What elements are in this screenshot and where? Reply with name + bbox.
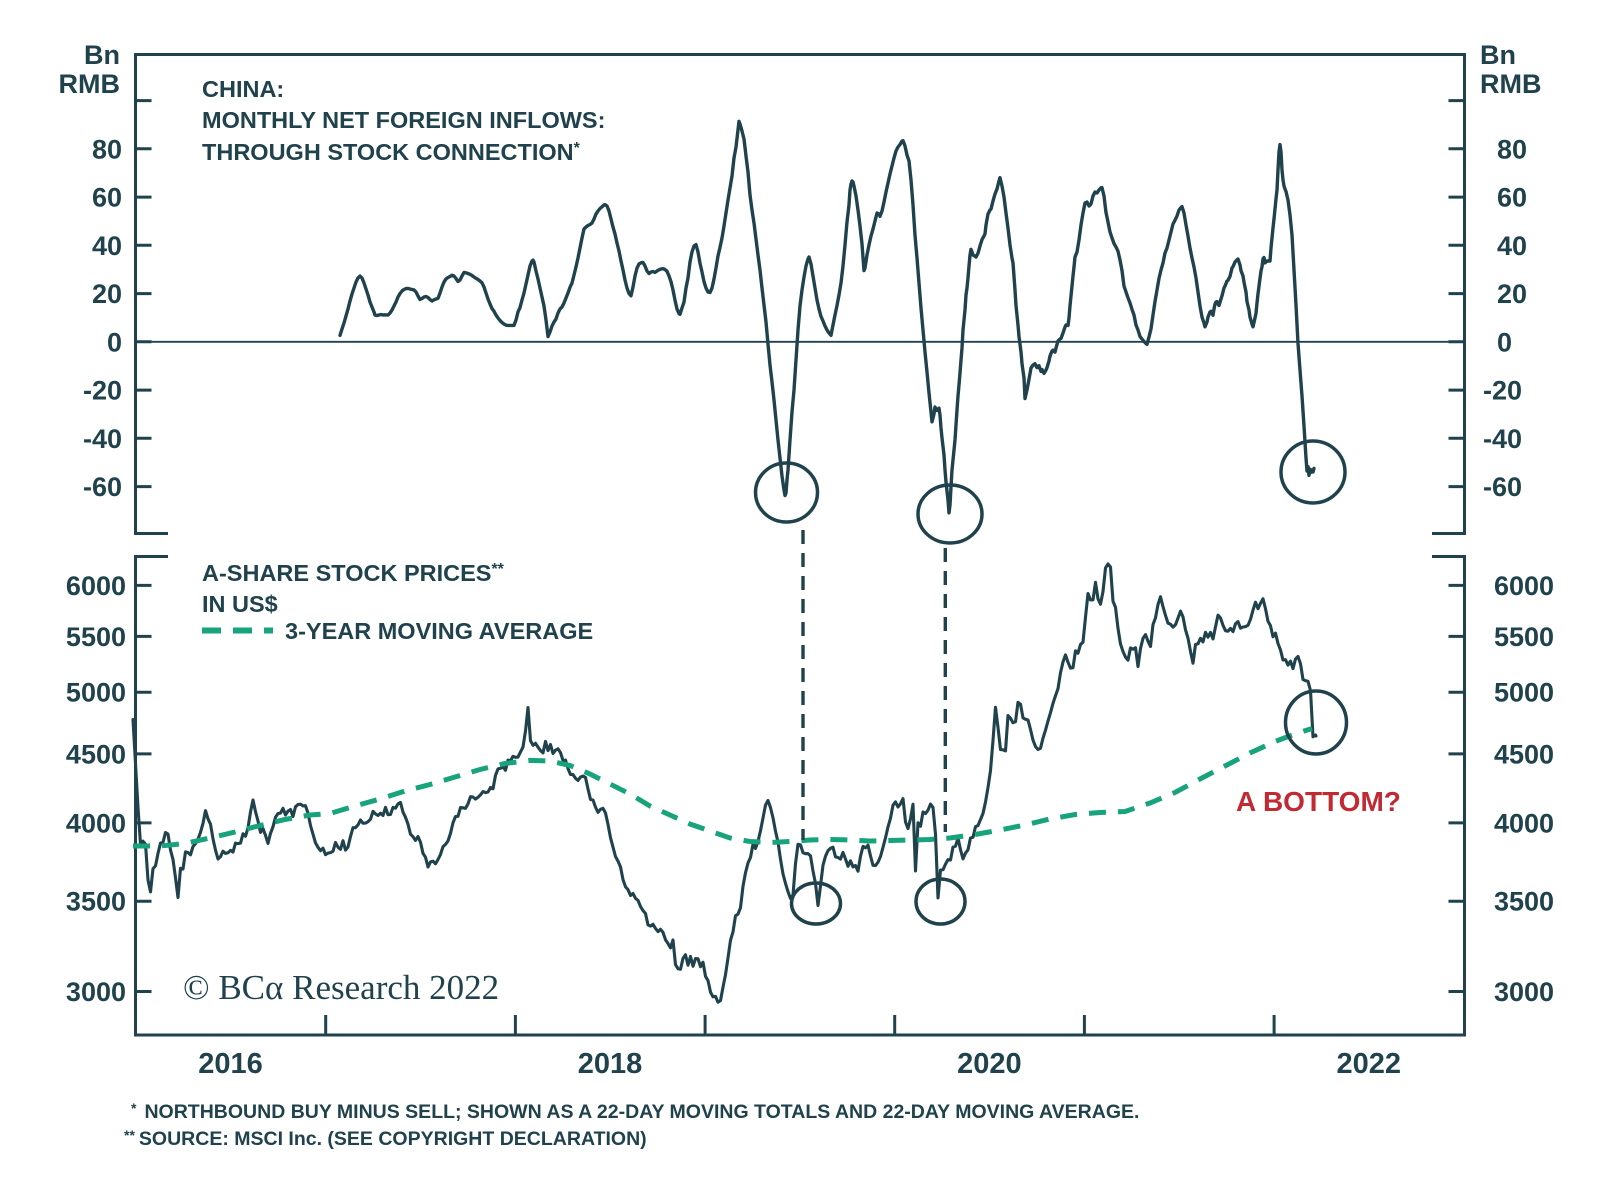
svg-text:A BOTTOM?: A BOTTOM?: [1236, 786, 1401, 817]
svg-text:40: 40: [92, 231, 122, 261]
svg-text:3-YEAR MOVING AVERAGE: 3-YEAR MOVING AVERAGE: [285, 618, 593, 644]
svg-text:3000: 3000: [66, 977, 126, 1007]
svg-text:20: 20: [92, 279, 122, 309]
svg-text:60: 60: [1497, 183, 1527, 213]
svg-text:2018: 2018: [578, 1048, 643, 1080]
svg-text:20: 20: [1497, 279, 1527, 309]
svg-text:-60: -60: [1483, 472, 1522, 502]
svg-text:80: 80: [1497, 134, 1527, 164]
svg-text:MONTHLY NET FOREIGN INFLOWS:: MONTHLY NET FOREIGN INFLOWS:: [202, 107, 605, 133]
svg-text:3500: 3500: [66, 887, 126, 917]
svg-text:Bn: Bn: [84, 40, 120, 70]
svg-text:THROUGH STOCK CONNECTION*: THROUGH STOCK CONNECTION*: [202, 139, 581, 165]
svg-text:RMB: RMB: [59, 69, 121, 99]
svg-text:2016: 2016: [198, 1048, 263, 1080]
svg-text:80: 80: [92, 134, 122, 164]
svg-text:5000: 5000: [66, 678, 126, 708]
svg-text:Bn: Bn: [1480, 40, 1516, 70]
svg-text:RMB: RMB: [1480, 69, 1542, 99]
svg-text:0: 0: [1497, 327, 1512, 357]
svg-text:*NORTHBOUND BUY MINUS SELL; SH: * NORTHBOUND BUY MINUS SELL; SHOWN AS A 2…: [131, 1100, 1139, 1123]
svg-text:4000: 4000: [1494, 808, 1554, 838]
svg-text:6000: 6000: [66, 571, 126, 601]
svg-text:4500: 4500: [1494, 739, 1554, 769]
svg-text:0: 0: [107, 327, 122, 357]
svg-text:-40: -40: [83, 424, 122, 454]
svg-text:40: 40: [1497, 231, 1527, 261]
svg-text:© BCα Research 2022: © BCα Research 2022: [183, 968, 499, 1007]
svg-text:2022: 2022: [1337, 1048, 1402, 1080]
svg-text:-20: -20: [83, 376, 122, 406]
svg-text:4500: 4500: [66, 739, 126, 769]
svg-text:-40: -40: [1483, 424, 1522, 454]
svg-text:5000: 5000: [1494, 678, 1554, 708]
svg-text:2020: 2020: [957, 1048, 1022, 1080]
svg-text:3000: 3000: [1494, 977, 1554, 1007]
svg-text:5500: 5500: [66, 622, 126, 652]
svg-text:-60: -60: [83, 472, 122, 502]
svg-text:IN US$: IN US$: [202, 591, 278, 617]
svg-text:**SOURCE: MSCI Inc. (SEE COPYR: ** SOURCE: MSCI Inc. (SEE COPYRIGHT DECLA…: [124, 1127, 647, 1150]
svg-text:5500: 5500: [1494, 622, 1554, 652]
svg-text:-20: -20: [1483, 376, 1522, 406]
svg-text:4000: 4000: [66, 808, 126, 838]
svg-text:6000: 6000: [1494, 571, 1554, 601]
svg-text:60: 60: [92, 183, 122, 213]
svg-text:3500: 3500: [1494, 887, 1554, 917]
svg-text:A-SHARE STOCK PRICES**: A-SHARE STOCK PRICES**: [202, 560, 505, 586]
svg-text:CHINA:: CHINA:: [202, 76, 284, 102]
